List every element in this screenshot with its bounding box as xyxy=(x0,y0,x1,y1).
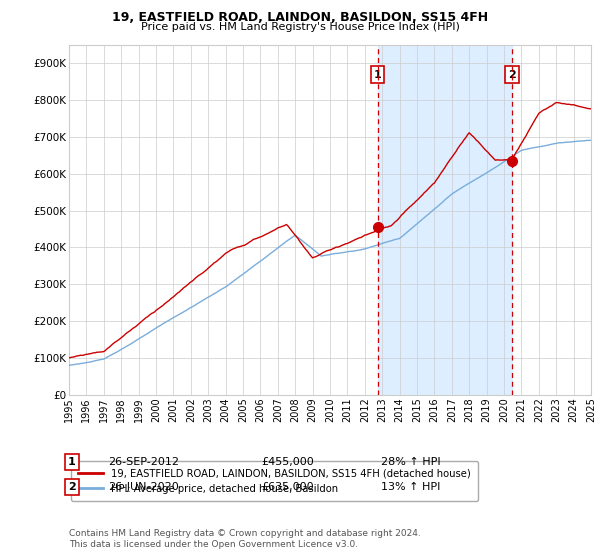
Text: 19, EASTFIELD ROAD, LAINDON, BASILDON, SS15 4FH: 19, EASTFIELD ROAD, LAINDON, BASILDON, S… xyxy=(112,11,488,24)
Text: 2: 2 xyxy=(68,482,76,492)
Bar xyxy=(377,45,512,395)
Text: 28% ↑ HPI: 28% ↑ HPI xyxy=(381,457,440,467)
Text: £455,000: £455,000 xyxy=(261,457,314,467)
Text: 26-SEP-2012: 26-SEP-2012 xyxy=(108,457,179,467)
Text: Contains HM Land Registry data © Crown copyright and database right 2024.
This d: Contains HM Land Registry data © Crown c… xyxy=(69,529,421,549)
Text: 1: 1 xyxy=(68,457,76,467)
Text: 1: 1 xyxy=(374,69,382,80)
Text: 13% ↑ HPI: 13% ↑ HPI xyxy=(381,482,440,492)
Text: 2: 2 xyxy=(508,69,516,80)
Text: 26-JUN-2020: 26-JUN-2020 xyxy=(108,482,179,492)
Text: £635,000: £635,000 xyxy=(261,482,314,492)
Text: Price paid vs. HM Land Registry's House Price Index (HPI): Price paid vs. HM Land Registry's House … xyxy=(140,22,460,32)
Legend: 19, EASTFIELD ROAD, LAINDON, BASILDON, SS15 4FH (detached house), HPI: Average p: 19, EASTFIELD ROAD, LAINDON, BASILDON, S… xyxy=(71,461,478,501)
